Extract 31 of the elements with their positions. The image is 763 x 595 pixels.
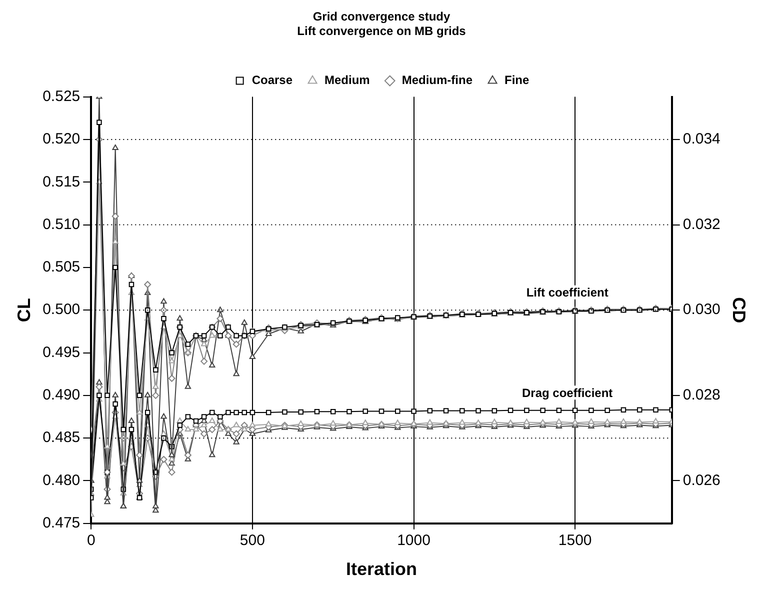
y2-axis-title: CD [729, 297, 750, 324]
chart-subtitle: Lift convergence on MB grids [297, 24, 466, 38]
x-tick-label: 1000 [397, 532, 430, 550]
y-tick-label: 0.510 [42, 216, 80, 233]
x-tick-label: 500 [240, 532, 265, 550]
y2-tick-label: 0.026 [682, 472, 720, 489]
y-tick-label: 0.525 [42, 88, 80, 105]
x-tick-label: 0 [86, 532, 96, 550]
y-tick-label: 0.485 [42, 429, 80, 446]
y-axis-title: CL [14, 298, 34, 322]
chart-title: Grid convergence study [312, 10, 451, 24]
y-tick-label: 0.490 [42, 386, 80, 404]
y-tick-label: 0.480 [42, 472, 80, 489]
y-tick-label: 0.520 [42, 130, 80, 148]
y2-tick-label: 0.030 [682, 301, 720, 318]
y2-tick-label: 0.028 [682, 386, 720, 404]
x-tick-label: 1500 [558, 532, 592, 550]
legend-label: Medium [324, 73, 370, 88]
legend-label: Medium-fine [402, 73, 473, 88]
legend-label: Fine [504, 73, 530, 88]
annotation: Lift coefficient [526, 286, 608, 300]
y-tick-label: 0.495 [42, 344, 80, 361]
y-tick-label: 0.515 [42, 173, 80, 190]
legend-label: Coarse [252, 73, 293, 88]
y-tick-label: 0.475 [42, 514, 80, 532]
y-tick-label: 0.500 [42, 301, 80, 318]
y2-tick-label: 0.034 [682, 130, 720, 148]
annotation: Drag coefficient [522, 386, 613, 400]
y-tick-label: 0.505 [42, 258, 80, 276]
x-axis-title: Iteration [346, 559, 418, 580]
y2-tick-label: 0.032 [682, 216, 720, 233]
